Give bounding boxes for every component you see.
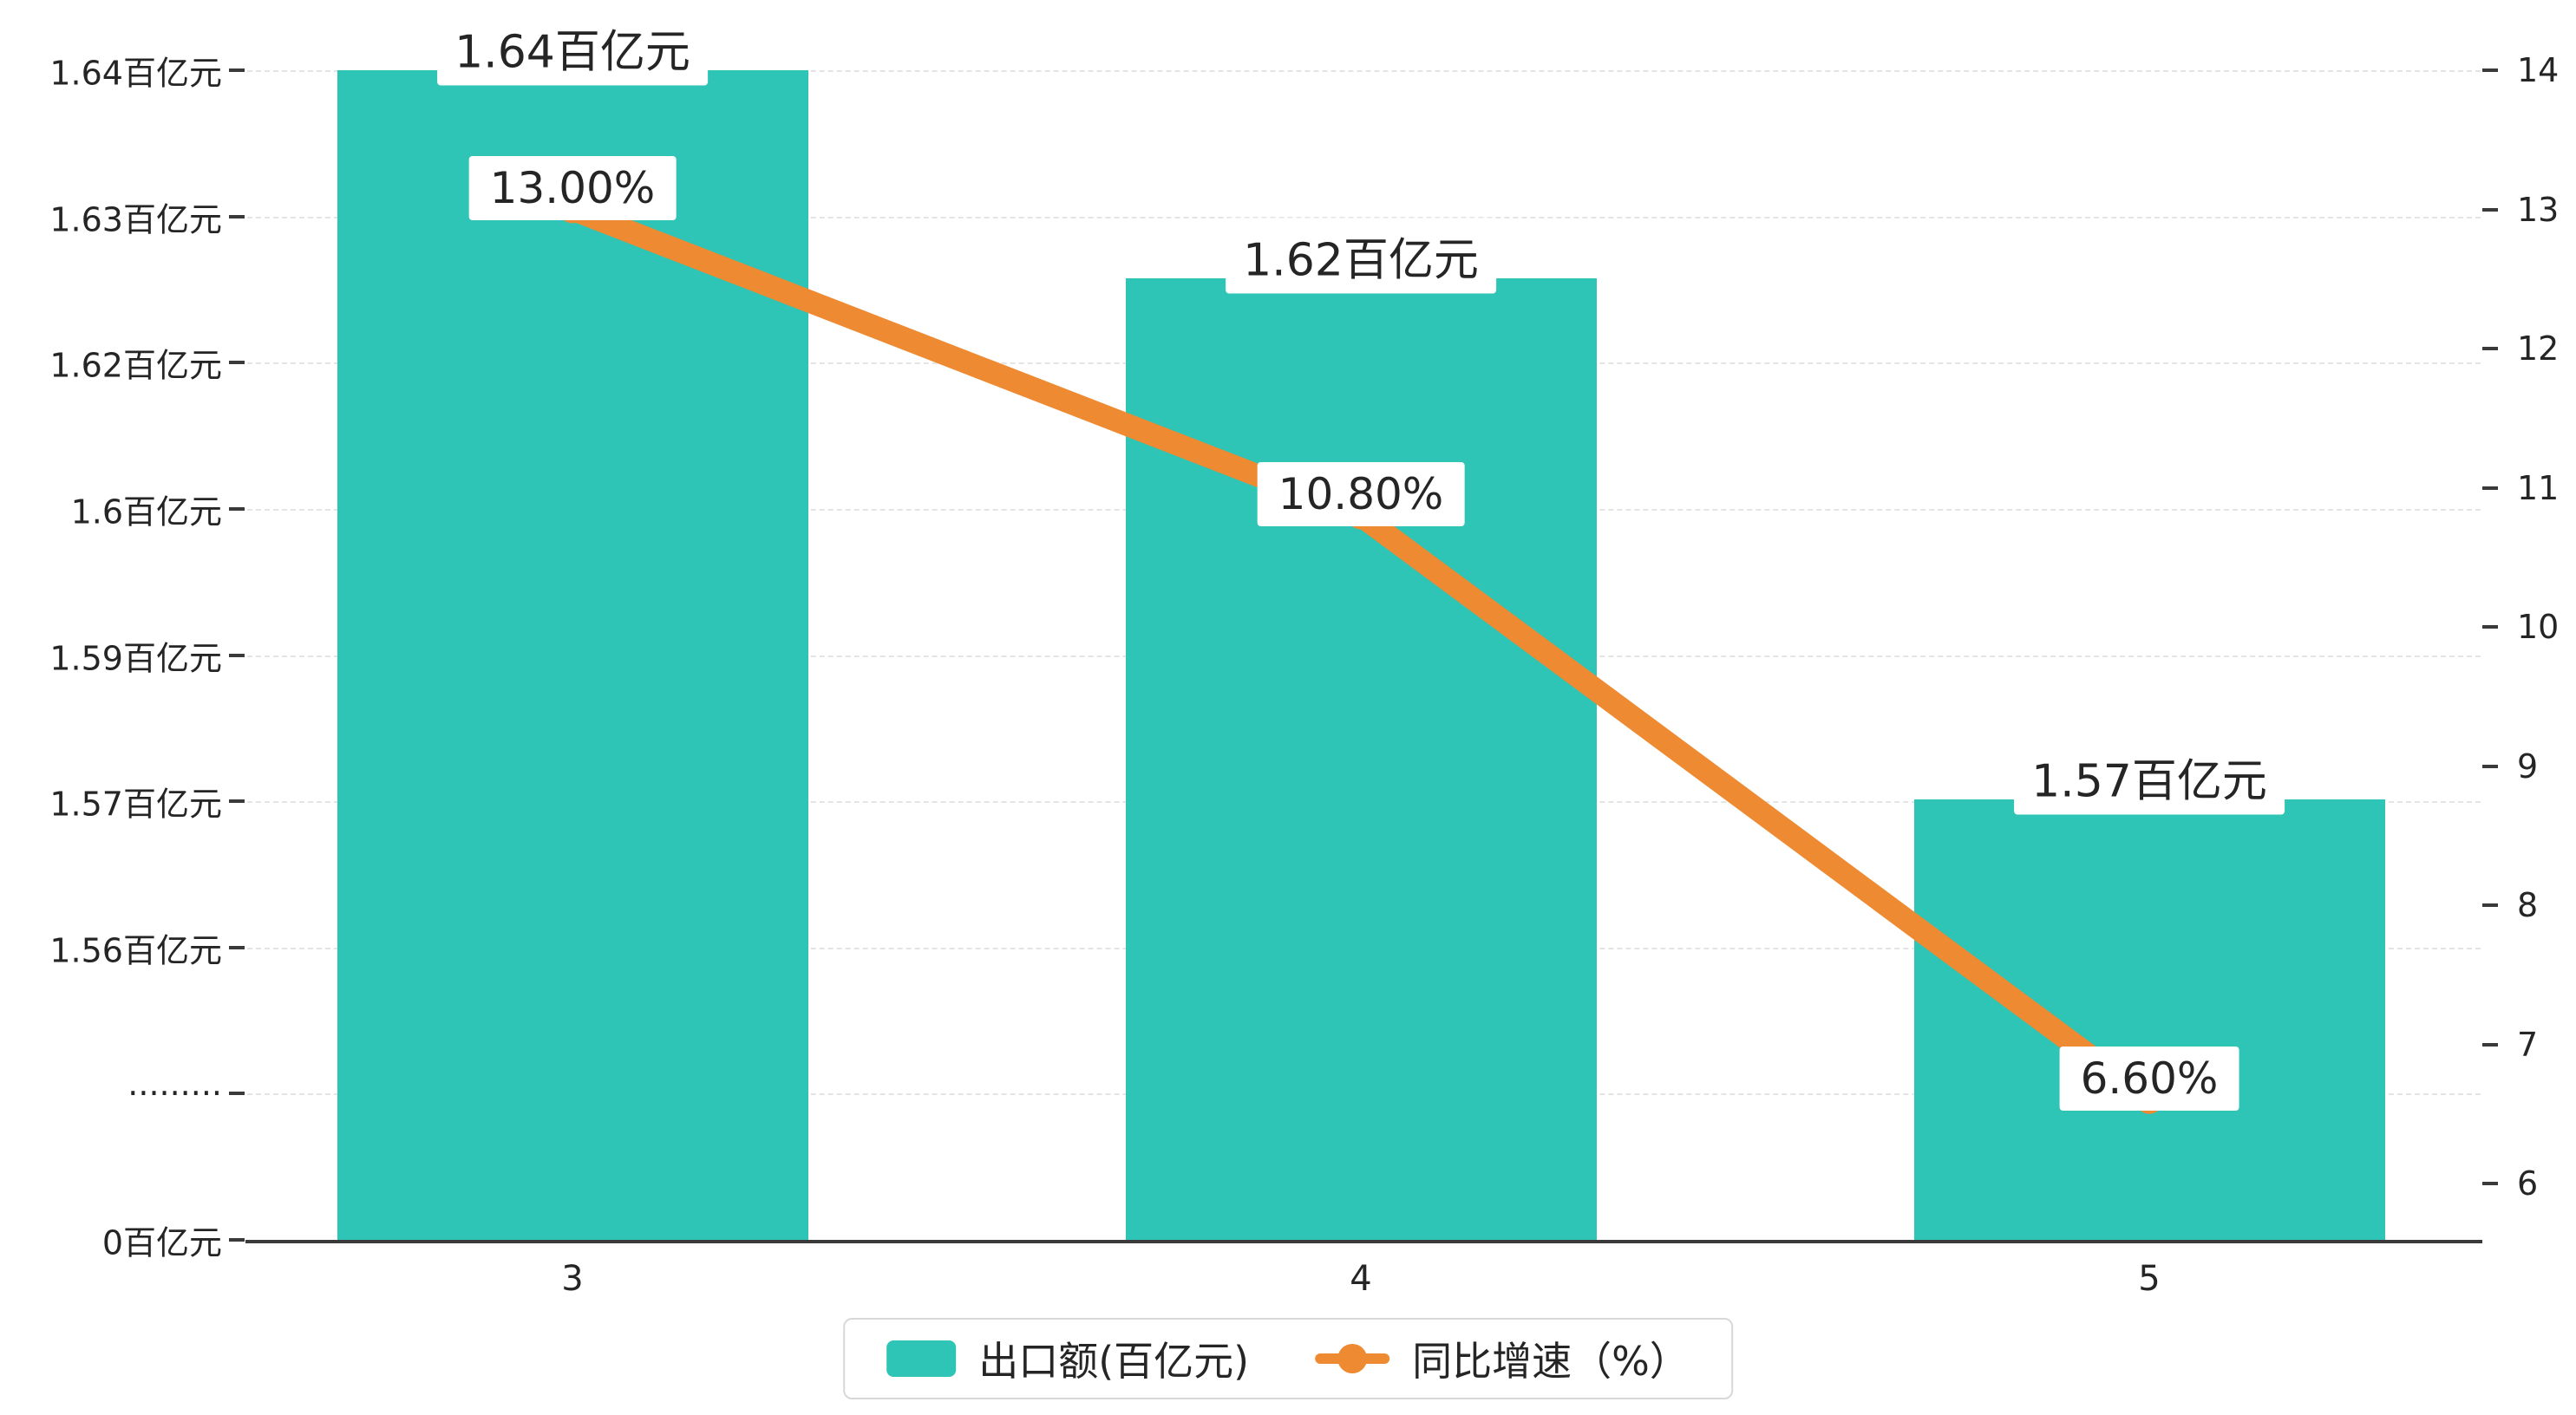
gridline	[247, 216, 2481, 218]
right-axis-tick-label: 8	[2517, 886, 2539, 924]
left-axis-tick-label: 1.57百亿元	[49, 785, 222, 824]
legend-item-growth[interactable]: 同比增速（%）	[1315, 1330, 1690, 1387]
left-axis-tick-mark	[229, 361, 245, 365]
right-axis-tick-mark	[2482, 625, 2498, 629]
right-axis-tick-mark	[2482, 903, 2498, 907]
right-axis-tick-label: 12	[2517, 329, 2560, 368]
right-axis-tick-mark	[2482, 68, 2498, 72]
bar-series-swatch-icon	[886, 1340, 957, 1377]
left-axis-tick-mark	[229, 68, 245, 72]
legend-item-export[interactable]: 出口额(百亿元)	[886, 1330, 1249, 1387]
right-axis-tick-mark	[2482, 764, 2498, 768]
left-axis-tick-label: 1.6百亿元	[70, 492, 222, 531]
left-axis-tick-label: 1.62百亿元	[49, 346, 222, 385]
legend: 出口额(百亿元) 同比增速（%）	[843, 1318, 1733, 1399]
right-axis-tick-mark	[2482, 347, 2498, 350]
bar-month-4	[1125, 278, 1597, 1240]
left-axis-tick-mark	[229, 653, 245, 657]
left-axis-tick-label: 1.59百亿元	[49, 639, 222, 677]
gridline	[247, 70, 2481, 72]
right-axis-tick-label: 11	[2517, 468, 2560, 507]
right-axis-tick-label: 6	[2517, 1164, 2539, 1203]
left-axis-tick-mark	[229, 1092, 245, 1096]
x-axis-tick-label: 4	[1350, 1259, 1372, 1299]
bar-value-label: 1.64百亿元	[437, 10, 708, 86]
left-axis-tick-label: 1.63百亿元	[49, 200, 222, 239]
x-axis-line	[245, 1240, 2482, 1243]
line-series-swatch-icon	[1315, 1344, 1390, 1373]
growth-trend-line	[561, 198, 2161, 1112]
right-axis-tick-label: 9	[2517, 747, 2539, 786]
right-axis-tick-mark	[2482, 1182, 2498, 1185]
right-axis-tick-label: 7	[2517, 1025, 2539, 1064]
left-axis-tick-label: 1.64百亿元	[49, 54, 222, 93]
bar-value-label: 1.62百亿元	[1226, 218, 1496, 294]
right-axis-tick-mark	[2482, 207, 2498, 212]
bar-value-label: 1.57百亿元	[2014, 739, 2285, 815]
left-axis-tick-mark	[229, 799, 245, 804]
left-axis-tick-label: 0百亿元	[101, 1223, 222, 1262]
line-point-label: 10.80%	[1257, 461, 1465, 526]
legend-label-growth: 同比增速（%）	[1412, 1338, 1690, 1385]
left-axis-tick-label: ·········	[127, 1074, 222, 1113]
legend-label-export: 出口额(百亿元)	[978, 1338, 1250, 1385]
line-series-dot-icon	[1337, 1344, 1368, 1373]
line-point-label: 6.60%	[2059, 1046, 2239, 1111]
line-point-label: 13.00%	[468, 155, 677, 220]
bar-month-5	[1913, 799, 2385, 1240]
left-axis-tick-mark	[229, 214, 245, 218]
right-axis-tick-label: 10	[2517, 608, 2560, 646]
left-axis-tick-mark	[229, 506, 245, 511]
x-axis-tick-label: 3	[561, 1259, 584, 1299]
right-axis-tick-label: 13	[2517, 190, 2560, 229]
right-axis-tick-label: 14	[2517, 51, 2560, 89]
left-axis-tick-mark	[229, 945, 245, 949]
left-axis-tick-label: 1.56百亿元	[49, 931, 222, 970]
right-axis-tick-mark	[2482, 486, 2498, 490]
left-axis-tick-mark	[229, 1238, 245, 1242]
x-axis-tick-label: 5	[2138, 1259, 2161, 1299]
right-axis-tick-mark	[2482, 1042, 2498, 1047]
